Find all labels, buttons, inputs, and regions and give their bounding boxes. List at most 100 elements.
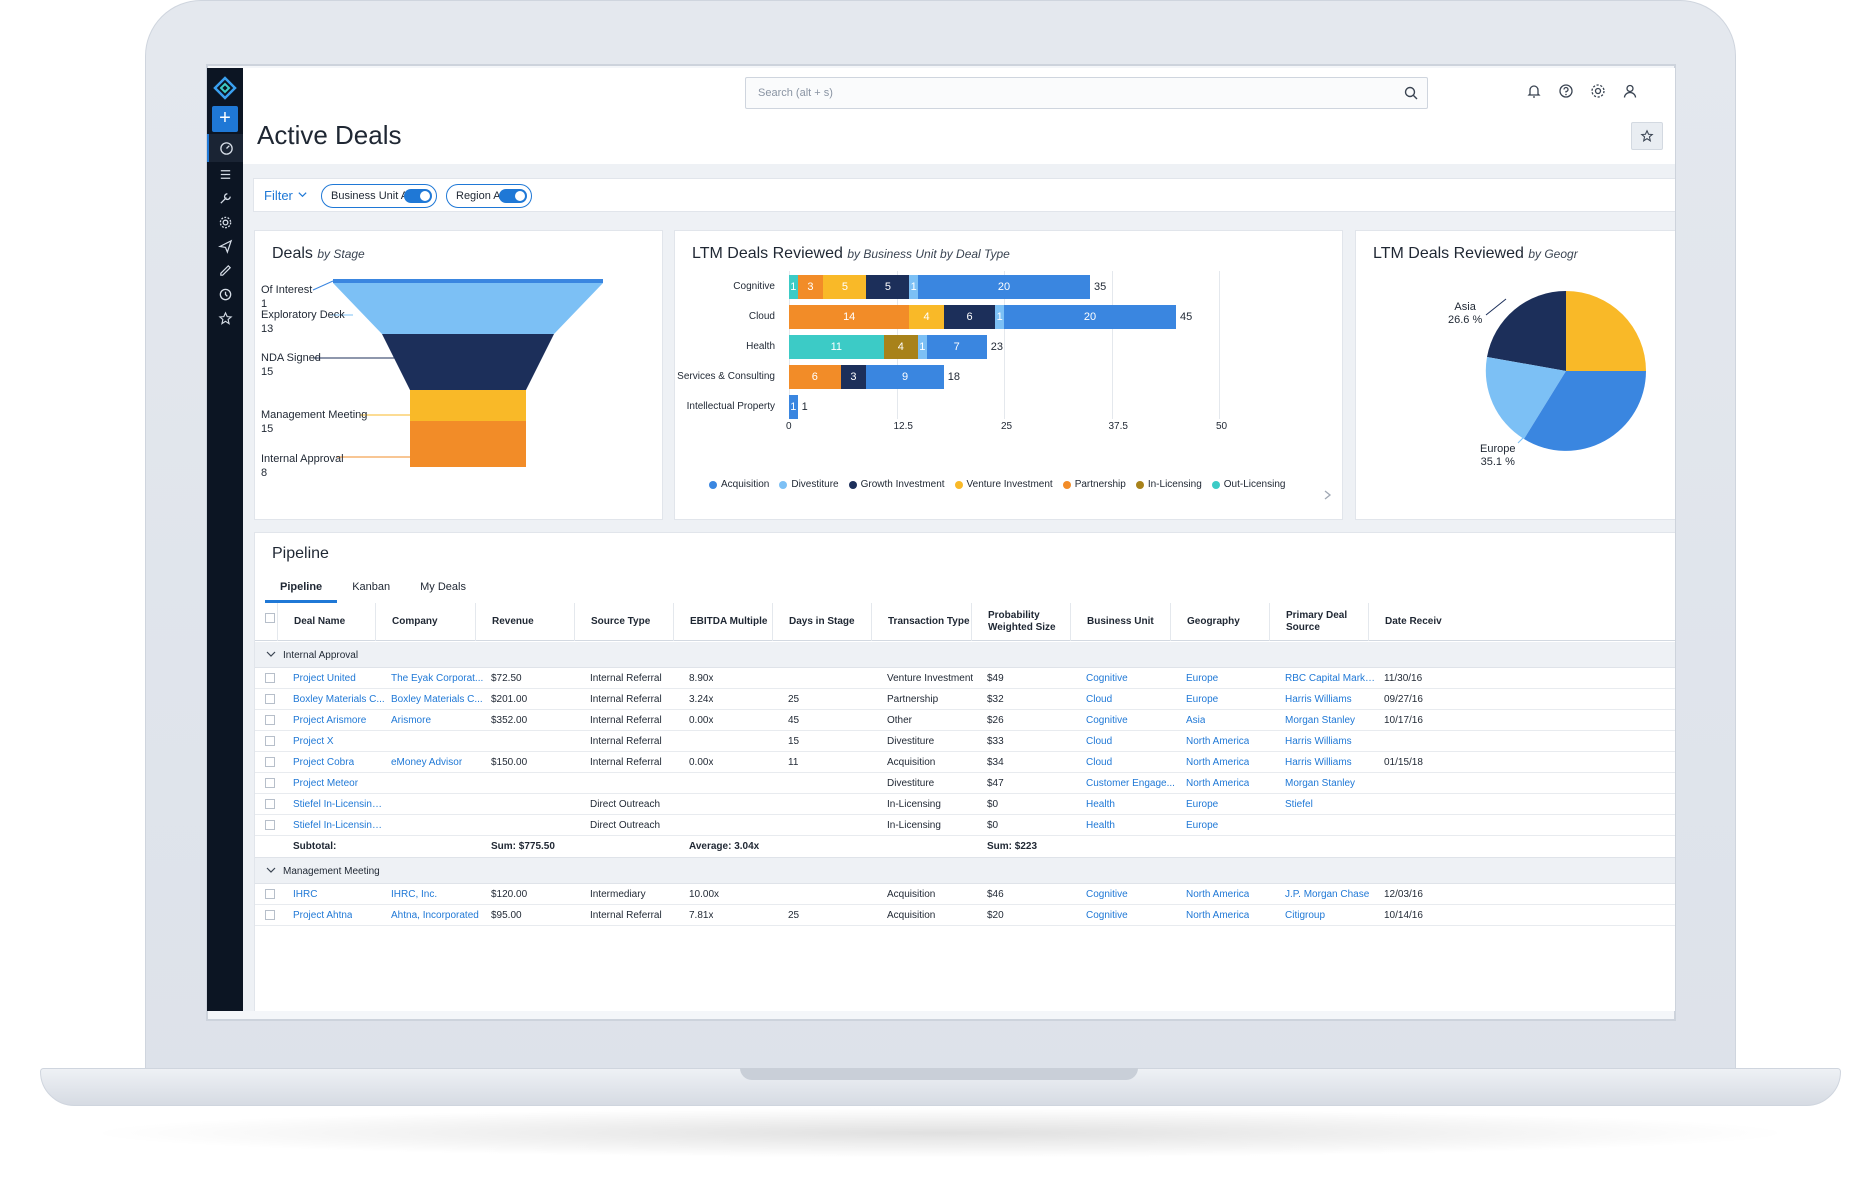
bar-segment-venture-investment[interactable]: 4 (909, 305, 944, 329)
legend-item[interactable]: Out-Licensing (1211, 479, 1285, 490)
table-cell[interactable]: Europe (1186, 673, 1219, 684)
bar-segment-divestiture[interactable]: 1 (909, 275, 918, 299)
row-checkbox[interactable] (265, 799, 275, 809)
table-cell[interactable]: Harris Williams (1285, 757, 1352, 768)
table-cell[interactable]: Boxley Materials C... (293, 694, 385, 705)
history-icon[interactable] (207, 280, 243, 308)
bell-icon[interactable] (1525, 82, 1543, 100)
wrench-icon[interactable] (207, 184, 243, 212)
column-header[interactable]: Transaction Type (871, 603, 973, 641)
help-icon[interactable] (1557, 82, 1575, 100)
search-icon[interactable] (1403, 85, 1419, 101)
table-cell[interactable]: Europe (1186, 694, 1219, 705)
table-cell[interactable]: North America (1186, 778, 1250, 789)
bar-segment-acquisition[interactable]: 7 (926, 335, 987, 359)
column-header[interactable]: Probability Weighted Size (971, 603, 1072, 641)
select-all-checkbox[interactable] (265, 613, 275, 623)
column-header[interactable]: Date Receiv (1368, 603, 1450, 641)
bar-segment-in-licensing[interactable]: 4 (883, 335, 918, 359)
table-cell[interactable]: Harris Williams (1285, 736, 1352, 747)
table-cell[interactable]: eMoney Advisor (391, 757, 463, 768)
column-header[interactable]: Company (375, 603, 477, 641)
table-cell[interactable]: Cognitive (1086, 889, 1128, 900)
table-cell[interactable]: Project X (293, 736, 334, 747)
bar-segment-partnership[interactable]: 3 (797, 275, 824, 299)
user-icon[interactable] (1621, 82, 1639, 100)
table-row[interactable]: Project Arismore Arismore $352.00 Internal … (255, 710, 1675, 731)
funnel-stage-internal-approval[interactable] (410, 421, 526, 467)
table-row[interactable]: Stiefel In-Licensing... Direct Outreach In… (255, 815, 1675, 836)
row-checkbox[interactable] (265, 778, 275, 788)
table-cell[interactable]: Stiefel In-Licensing... (293, 799, 385, 810)
bar-segment-out-licensing[interactable]: 11 (789, 335, 884, 359)
column-header[interactable]: Business Unit (1070, 603, 1172, 641)
table-cell[interactable]: Boxley Materials C... (391, 694, 483, 705)
funnel-stage-nda-signed[interactable] (382, 334, 554, 390)
tab-pipeline[interactable]: Pipeline (265, 579, 338, 603)
table-row[interactable]: Project Ahtna Ahtna, Incorporated $95.00 In… (255, 905, 1675, 926)
column-header[interactable]: Source Type (574, 603, 675, 641)
row-checkbox[interactable] (265, 910, 275, 920)
table-cell[interactable]: Ahtna, Incorporated (391, 910, 479, 921)
business-unit-toggle[interactable] (404, 189, 432, 203)
list-icon[interactable] (207, 160, 243, 188)
column-header[interactable]: Deal Name (277, 603, 377, 641)
table-cell[interactable]: Cloud (1086, 736, 1113, 747)
table-cell[interactable]: Cognitive (1086, 715, 1128, 726)
table-cell[interactable]: IHRC, Inc. (391, 889, 438, 900)
table-cell[interactable]: Cloud (1086, 757, 1113, 768)
table-row[interactable]: Project Cobra eMoney Advisor $150.00 Intern… (255, 752, 1675, 773)
pie-slice-europe[interactable] (1485, 357, 1566, 439)
table-row[interactable]: Project United The Eyak Corporat... $72.50… (255, 668, 1675, 689)
column-header[interactable]: EBITDA Multiple (673, 603, 774, 641)
table-cell[interactable]: J.P. Morgan Chase (1285, 889, 1370, 900)
filter-dropdown[interactable]: Filter (264, 188, 308, 203)
table-cell[interactable]: Europe (1186, 799, 1219, 810)
bar-segment-acquisition[interactable]: 20 (1004, 305, 1176, 329)
table-cell[interactable]: North America (1186, 757, 1250, 768)
bar-segment-divestiture[interactable]: 1 (918, 335, 927, 359)
column-header[interactable]: Geography (1170, 603, 1271, 641)
table-cell[interactable]: Stiefel In-Licensing... (293, 820, 385, 831)
star-icon[interactable] (207, 304, 243, 332)
table-cell[interactable]: Project Arismore (293, 715, 367, 726)
table-cell[interactable]: North America (1186, 736, 1250, 747)
column-header[interactable]: Days in Stage (772, 603, 873, 641)
dashboard-icon[interactable] (207, 134, 243, 162)
column-header[interactable]: Primary Deal Source (1269, 603, 1370, 641)
table-row[interactable]: IHRC IHRC, Inc. $120.00 Intermediary 10.00x A… (255, 884, 1675, 905)
bar-segment-growth-investment[interactable]: 3 (840, 365, 867, 389)
table-cell[interactable]: North America (1186, 910, 1250, 921)
funnel-stage-management-meeting[interactable] (410, 390, 526, 421)
business-unit-filter-chip[interactable]: Business Unit Any (321, 184, 437, 208)
table-cell[interactable]: Project Meteor (293, 778, 359, 789)
table-cell[interactable]: The Eyak Corporat... (391, 673, 484, 684)
bar-segment-partnership[interactable]: 6 (789, 365, 841, 389)
table-cell[interactable]: Project Cobra (293, 757, 355, 768)
bar-segment-out-licensing[interactable]: 1 (789, 275, 798, 299)
bar-segment-acquisition[interactable]: 1 (789, 395, 798, 419)
table-cell[interactable]: Cognitive (1086, 673, 1128, 684)
chevron-down-icon[interactable] (265, 864, 277, 876)
table-cell[interactable]: Arismore (391, 715, 432, 726)
table-row[interactable]: Project Meteor Divestiture $47 Customer Eng… (255, 773, 1675, 794)
pie-slice-asia[interactable] (1487, 290, 1566, 371)
chevron-right-icon[interactable] (1323, 489, 1333, 501)
table-cell[interactable]: Europe (1186, 820, 1219, 831)
bar-segment-acquisition[interactable]: 9 (866, 365, 944, 389)
tab-my-deals[interactable]: My Deals (420, 581, 466, 593)
pie-slice-other[interactable] (1566, 291, 1646, 371)
row-checkbox[interactable] (265, 757, 275, 767)
gear-icon[interactable] (207, 208, 243, 236)
chevron-down-icon[interactable] (265, 648, 277, 660)
table-cell[interactable]: Project Ahtna (293, 910, 353, 921)
group-row[interactable]: Internal Approval (255, 642, 1675, 668)
table-cell[interactable]: North America (1186, 889, 1250, 900)
search-input[interactable]: Search (alt + s) (745, 77, 1428, 109)
region-toggle[interactable] (499, 189, 527, 203)
column-header[interactable]: Revenue (475, 603, 576, 641)
table-cell[interactable]: Stiefel (1285, 799, 1313, 810)
tab-kanban[interactable]: Kanban (352, 581, 391, 593)
bar-segment-venture-investment[interactable]: 5 (823, 275, 867, 299)
table-cell[interactable]: Morgan Stanley (1285, 778, 1356, 789)
